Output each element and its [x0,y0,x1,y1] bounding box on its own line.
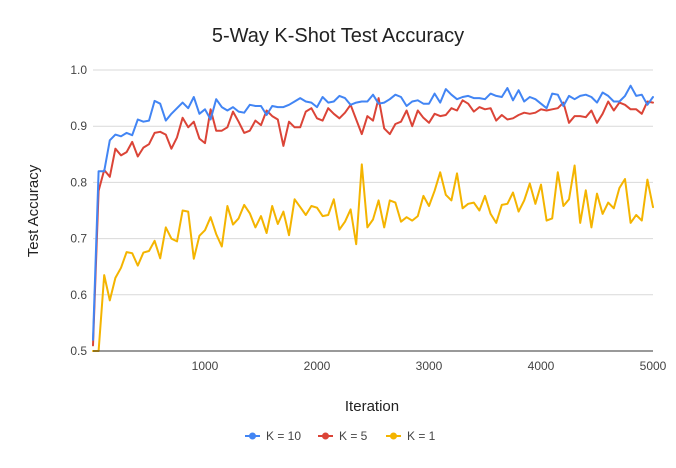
chart-title: 5-Way K-Shot Test Accuracy [212,25,464,47]
series-line-k1 [92,163,654,352]
y-tick-label: 1.0 [70,63,87,77]
y-tick-label: 0.8 [70,175,87,189]
legend-label: K = 1 [407,429,436,443]
x-tick-label: 2000 [304,359,331,373]
legend-label: K = 5 [339,429,368,443]
series-line-k10 [92,84,654,341]
x-tick-label: 5000 [640,359,667,373]
legend: K = 10 K = 5 K = 1 [245,429,436,443]
x-axis-title: Iteration [345,398,399,415]
series-lines [92,84,654,352]
series-line-k5 [92,97,654,347]
x-axis-tick-labels: 1000 2000 3000 4000 5000 [192,359,667,373]
legend-marker [390,432,397,440]
x-tick-label: 1000 [192,359,219,373]
y-tick-label: 0.6 [70,288,87,302]
y-axis-title: Test Accuracy [25,164,42,257]
legend-marker [322,432,329,440]
y-tick-label: 0.7 [70,232,87,246]
gridlines [93,69,653,296]
y-tick-label: 0.9 [70,119,87,133]
x-tick-label: 3000 [416,359,443,373]
legend-label: K = 10 [266,429,301,443]
x-tick-label: 4000 [528,359,555,373]
y-tick-label: 0.5 [70,344,87,358]
y-axis-tick-labels: 0.5 0.6 0.7 0.8 0.9 1.0 [70,63,87,358]
legend-marker [249,432,256,440]
